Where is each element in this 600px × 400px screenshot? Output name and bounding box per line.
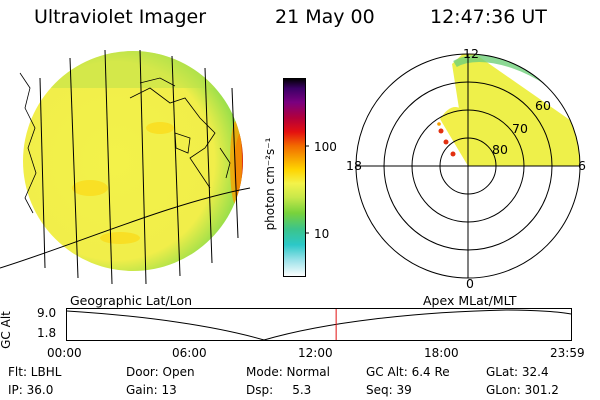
alt-xtick-1: 06:00 (172, 346, 207, 360)
alt-ytick-top: 9.0 (37, 306, 57, 320)
info-gain: Gain: 13 (126, 383, 177, 397)
polar-plot (355, 53, 581, 279)
mlt-label-18: 18 (346, 158, 362, 173)
coastlines (19, 72, 231, 214)
info-mode: Mode: Normal (246, 365, 330, 379)
mlat-label-60: 60 (535, 98, 551, 113)
polar-grid (355, 53, 581, 279)
alt-ytick-bottom: 1.8 (37, 326, 57, 340)
info-glon: GLon: 301.2 (486, 383, 559, 397)
altitude-plot (66, 308, 572, 341)
mlat-label-70: 70 (512, 121, 528, 136)
alt-axis-label: GC Alt (0, 311, 13, 349)
mlat-label-80: 80 (492, 142, 508, 157)
polar-aurora (437, 54, 580, 166)
mlt-label-0: 0 (466, 276, 474, 291)
alt-xtick-3: 18:00 (424, 346, 459, 360)
time-label: 12:47:36 UT (430, 6, 547, 28)
mlt-label-12: 12 (463, 46, 479, 61)
info-seq: Seq: 39 (366, 383, 412, 397)
altitude-plot-frame (66, 308, 572, 341)
instrument-title: Ultraviolet Imager (34, 6, 207, 28)
colorbar-unit-label: photon cm⁻²s⁻¹ (263, 137, 277, 231)
alt-xtick-2: 12:00 (298, 346, 333, 360)
info-glat: GLat: 32.4 (486, 365, 549, 379)
info-gc-alt: GC Alt: 6.4 Re (366, 365, 450, 379)
colorbar (283, 78, 309, 277)
alt-xtick-4: 23:59 (550, 346, 585, 360)
geographic-grid (0, 49, 251, 285)
info-ip: IP: 36.0 (8, 383, 54, 397)
altitude-curve (66, 309, 572, 341)
globe-disk (23, 51, 243, 271)
mlt-label-6: 6 (578, 158, 586, 173)
info-door: Door: Open (126, 365, 195, 379)
alt-xtick-0: 00:00 (47, 346, 82, 360)
date-label: 21 May 00 (275, 6, 375, 28)
info-dsp: Dsp: 5.3 (246, 383, 312, 397)
apex-label: Apex MLat/MLT (423, 293, 517, 308)
globe-image (0, 49, 251, 285)
colorbar-tick-10: 10 (314, 227, 330, 241)
colorbar-tick-100: 100 (314, 140, 337, 154)
info-flt: Flt: LBHL (8, 365, 62, 379)
geographic-label: Geographic Lat/Lon (70, 293, 192, 308)
